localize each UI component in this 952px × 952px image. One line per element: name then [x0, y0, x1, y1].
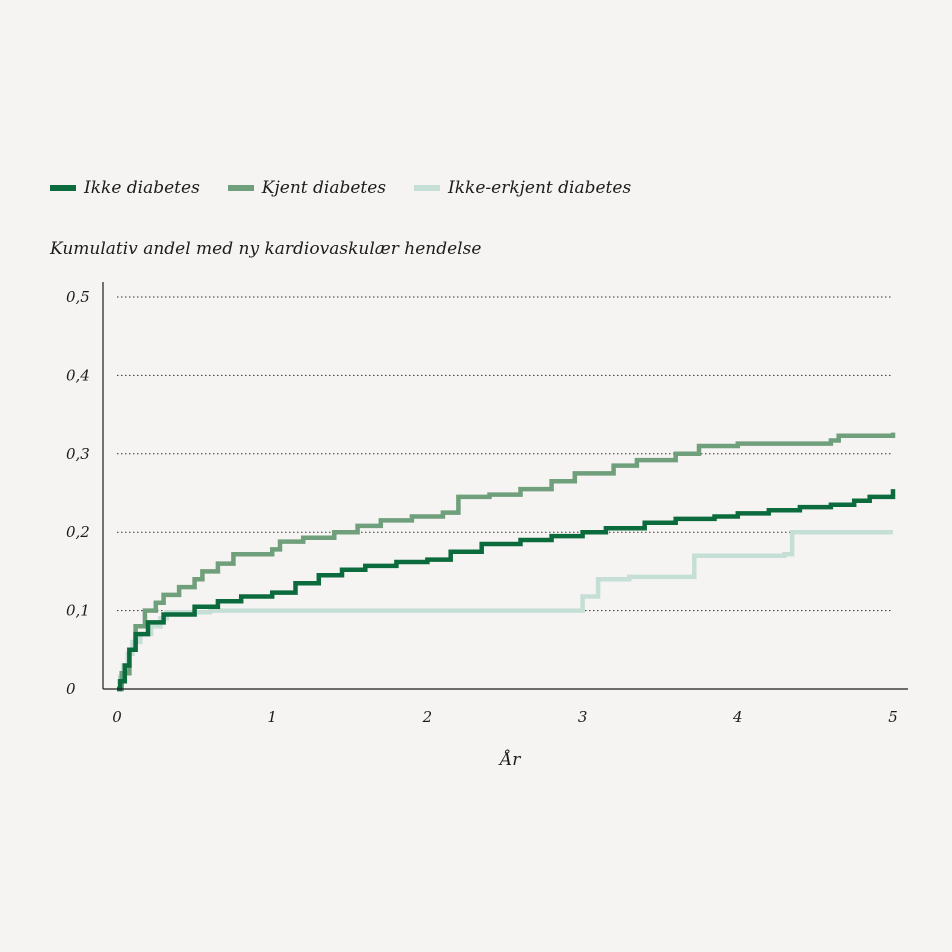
y-tick-label: 0,4	[66, 366, 90, 384]
legend-swatch-ikke-diabetes	[50, 185, 76, 191]
x-tick-label: 1	[267, 708, 277, 726]
x-tick-label: 0	[112, 708, 122, 726]
x-tick-label: 5	[888, 708, 898, 726]
legend-item-kjent-diabetes: Kjent diabetes	[227, 178, 387, 198]
series-line-ikke-diabetes	[117, 489, 896, 692]
series-line-kjent-diabetes	[117, 432, 896, 692]
x-axis-label: År	[500, 750, 521, 770]
y-tick-label: 0,2	[66, 523, 90, 541]
y-tick-label: 0,1	[66, 602, 90, 620]
legend-swatch-kjent-diabetes	[227, 185, 254, 191]
x-tick-label: 2	[422, 708, 433, 726]
axes	[102, 282, 908, 690]
legend-item-ikke-diabetes: Ikke diabetes	[50, 178, 200, 198]
y-tick-labels: 0 0,1 0,2 0,3 0,4 0,5	[66, 288, 90, 698]
y-axis-label: Kumulativ andel med ny kardiovaskulær he…	[50, 239, 482, 259]
legend-swatch-ikke-erkjent-diabetes	[414, 185, 441, 191]
legend-label-ikke-erkjent-diabetes: Ikke-erkjent diabetes	[448, 178, 632, 198]
legend-item-ikke-erkjent-diabetes: Ikke-erkjent diabetes	[414, 178, 631, 198]
legend-label-kjent-diabetes: Kjent diabetes	[261, 178, 387, 198]
x-tick-label: 4	[732, 708, 743, 726]
y-tick-label: 0	[66, 680, 76, 698]
x-tick-label: 3	[578, 708, 588, 726]
y-tick-label: 0,3	[66, 445, 90, 463]
legend-label-ikke-diabetes: Ikke diabetes	[84, 178, 200, 198]
x-tick-labels: 0 1 2 3 4 5	[112, 708, 898, 726]
legend: Ikke diabetes Kjent diabetes Ikke-erkjen…	[50, 178, 631, 198]
series-lines	[117, 432, 896, 692]
y-tick-label: 0,5	[66, 288, 90, 306]
